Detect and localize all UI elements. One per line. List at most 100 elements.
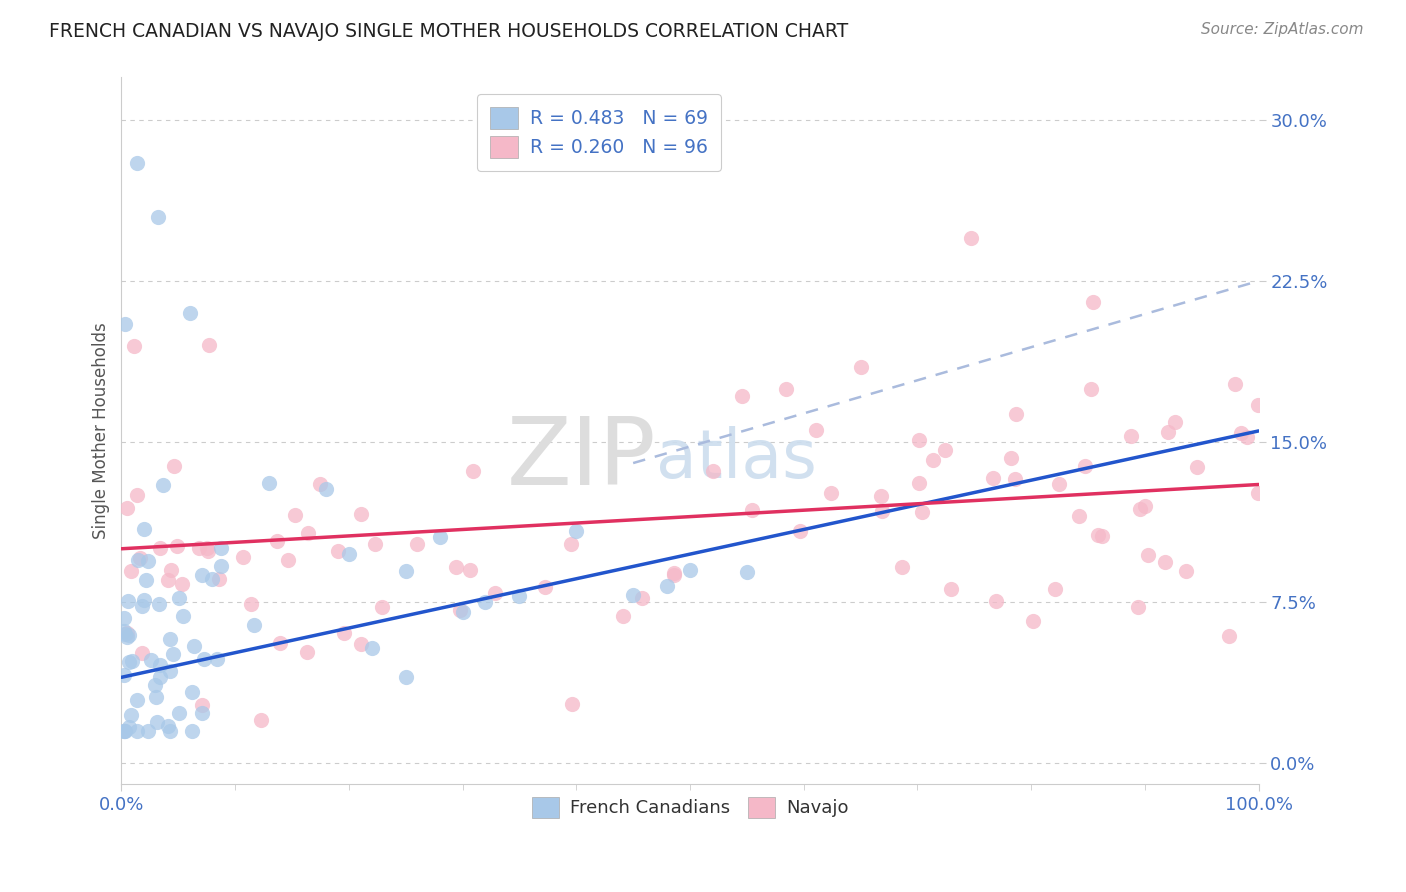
Point bbox=[181, 723, 204, 738]
Point bbox=[1223, 377, 1246, 392]
Point bbox=[257, 476, 280, 491]
Point bbox=[159, 665, 181, 679]
Point bbox=[315, 483, 337, 497]
Point bbox=[160, 563, 183, 577]
Point bbox=[621, 589, 644, 603]
Point bbox=[122, 339, 145, 353]
Point bbox=[981, 471, 1004, 485]
Point bbox=[195, 541, 218, 556]
Point bbox=[662, 566, 685, 581]
Text: FRENCH CANADIAN VS NAVAJO SINGLE MOTHER HOUSEHOLDS CORRELATION CHART: FRENCH CANADIAN VS NAVAJO SINGLE MOTHER … bbox=[49, 22, 848, 41]
Point bbox=[337, 547, 360, 561]
Point bbox=[451, 605, 474, 619]
Point bbox=[159, 723, 181, 738]
Point bbox=[172, 609, 194, 624]
Point bbox=[120, 708, 142, 723]
Point bbox=[1129, 502, 1152, 516]
Point bbox=[934, 443, 956, 458]
Point bbox=[1247, 486, 1270, 500]
Point bbox=[277, 553, 299, 567]
Point bbox=[156, 719, 179, 733]
Text: atlas: atlas bbox=[655, 426, 817, 492]
Point bbox=[911, 505, 934, 519]
Point bbox=[132, 593, 155, 607]
Point bbox=[960, 231, 983, 245]
Point bbox=[461, 463, 484, 477]
Point bbox=[560, 537, 582, 551]
Point bbox=[869, 489, 891, 503]
Point bbox=[209, 559, 232, 574]
Point bbox=[152, 478, 174, 492]
Point bbox=[125, 723, 148, 738]
Point bbox=[191, 706, 214, 720]
Point bbox=[565, 524, 588, 539]
Point bbox=[232, 549, 254, 564]
Point bbox=[131, 647, 153, 661]
Point bbox=[269, 636, 291, 650]
Point bbox=[349, 637, 371, 651]
Point bbox=[1230, 425, 1253, 440]
Point bbox=[444, 560, 467, 574]
Point bbox=[284, 508, 307, 522]
Point bbox=[127, 156, 149, 170]
Point bbox=[117, 594, 139, 608]
Point bbox=[1236, 430, 1258, 444]
Point bbox=[146, 715, 169, 730]
Point bbox=[149, 658, 172, 673]
Point bbox=[1004, 472, 1026, 486]
Point bbox=[112, 624, 135, 639]
Point bbox=[508, 589, 530, 603]
Point bbox=[360, 640, 382, 655]
Point bbox=[1218, 629, 1240, 643]
Y-axis label: Single Mother Households: Single Mother Households bbox=[93, 323, 110, 540]
Point bbox=[115, 626, 138, 640]
Point bbox=[201, 572, 224, 586]
Point bbox=[775, 382, 797, 396]
Text: ZIP: ZIP bbox=[506, 413, 655, 505]
Point bbox=[326, 543, 349, 558]
Point bbox=[149, 541, 172, 555]
Point bbox=[1175, 564, 1198, 578]
Point bbox=[187, 541, 209, 555]
Point bbox=[332, 626, 354, 640]
Point bbox=[731, 389, 754, 403]
Point bbox=[159, 632, 181, 646]
Point bbox=[1164, 415, 1187, 429]
Point bbox=[141, 653, 163, 667]
Point bbox=[205, 652, 228, 666]
Point bbox=[115, 500, 138, 515]
Point bbox=[129, 551, 152, 566]
Point bbox=[120, 564, 142, 578]
Point bbox=[191, 698, 214, 712]
Point bbox=[820, 486, 842, 500]
Point bbox=[118, 720, 141, 734]
Point bbox=[112, 723, 135, 738]
Point bbox=[986, 594, 1008, 608]
Point bbox=[1047, 476, 1070, 491]
Point bbox=[1000, 450, 1022, 465]
Point bbox=[1247, 399, 1270, 413]
Point bbox=[1156, 425, 1178, 440]
Point bbox=[136, 554, 159, 568]
Point bbox=[1136, 549, 1159, 563]
Point bbox=[121, 654, 143, 668]
Point bbox=[1135, 499, 1157, 513]
Point bbox=[118, 655, 141, 669]
Point bbox=[1080, 382, 1102, 396]
Point bbox=[561, 698, 583, 712]
Point bbox=[297, 526, 319, 541]
Point bbox=[243, 618, 266, 632]
Point bbox=[907, 434, 929, 448]
Point bbox=[145, 690, 167, 704]
Point bbox=[1069, 508, 1091, 523]
Point bbox=[136, 723, 159, 738]
Point bbox=[1185, 460, 1208, 475]
Point bbox=[266, 534, 288, 549]
Point bbox=[163, 459, 186, 474]
Point bbox=[534, 580, 557, 594]
Point bbox=[1154, 555, 1177, 569]
Point bbox=[148, 597, 170, 611]
Point bbox=[250, 713, 273, 727]
Point bbox=[1087, 528, 1109, 542]
Point bbox=[612, 608, 634, 623]
